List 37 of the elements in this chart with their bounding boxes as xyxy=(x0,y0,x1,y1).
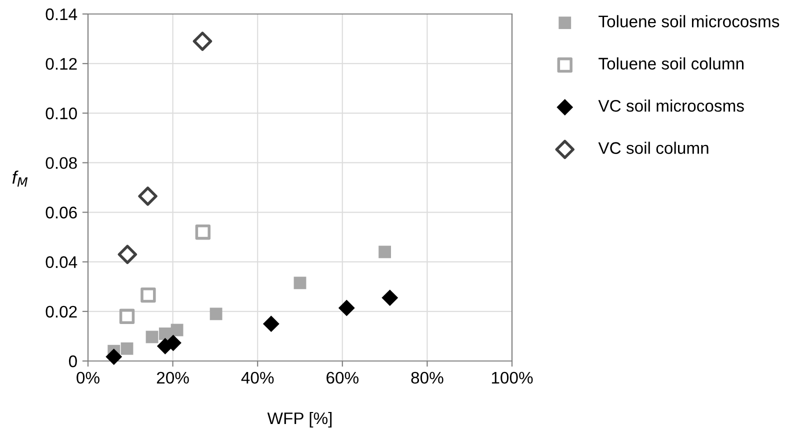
point xyxy=(262,316,280,332)
y-axis-title: f$_{M}$ xyxy=(12,170,28,187)
x-tick-label: 20% xyxy=(156,372,189,384)
x-axis-title: WFP [%] xyxy=(267,412,332,428)
point xyxy=(146,330,158,344)
point xyxy=(195,224,211,240)
x-tick-label: 60% xyxy=(326,372,358,384)
x-tick-label: 100% xyxy=(492,372,533,384)
y-tick-label: 0.06 xyxy=(46,206,77,218)
point xyxy=(120,342,134,355)
point xyxy=(118,244,138,264)
point xyxy=(119,308,135,324)
point xyxy=(378,246,392,258)
point xyxy=(140,287,156,303)
point xyxy=(210,308,222,320)
y-tick-label: 0.12 xyxy=(46,58,77,70)
point xyxy=(192,32,212,51)
x-tick-label: 40% xyxy=(241,372,274,384)
point xyxy=(294,276,306,290)
y-tick-label: 0.02 xyxy=(46,306,77,318)
y-tick-label: 0.14 xyxy=(46,8,78,20)
legend-label: VC soil microcosms xyxy=(598,100,744,112)
x-tick-label: 80% xyxy=(411,372,444,384)
point xyxy=(158,328,172,340)
y-tick-label: 0 xyxy=(68,355,77,368)
point xyxy=(382,290,398,306)
legend-label: Toluene soil column xyxy=(598,57,744,70)
point xyxy=(338,300,355,316)
y-tick-label: 0.04 xyxy=(46,256,78,268)
point xyxy=(106,348,122,366)
x-tick-label: 0% xyxy=(76,372,100,384)
legend-label: Toluene soil microcosms xyxy=(598,15,780,28)
point xyxy=(170,324,184,336)
y-tick-label: 0.08 xyxy=(46,157,77,169)
point xyxy=(138,186,158,206)
legend-label: VC soil column xyxy=(598,142,708,154)
y-tick-label: 0.10 xyxy=(46,108,77,120)
